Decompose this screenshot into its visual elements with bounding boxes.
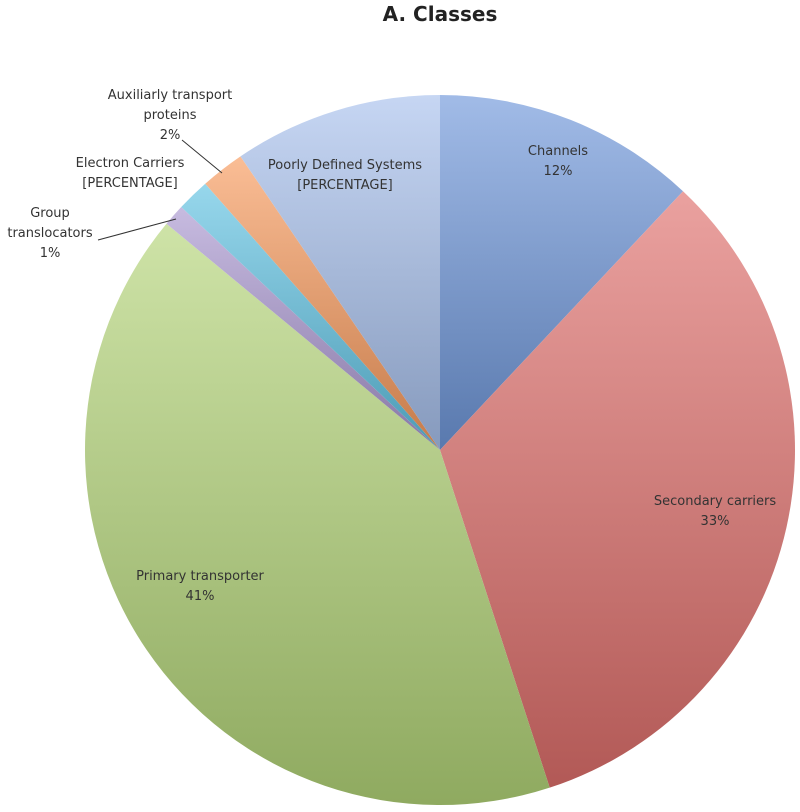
category-label: Electron Carriers [75, 156, 185, 171]
category-label: Group translocators [7, 206, 93, 241]
value-label: 33% [700, 514, 730, 529]
value-label: 1% [39, 246, 61, 261]
value-label: 2% [159, 128, 181, 143]
pie-slice [440, 191, 796, 788]
category-label: Auxiliarly transport proteins [107, 88, 233, 123]
value-label: 12% [543, 164, 573, 179]
pie-slice [84, 223, 550, 805]
pie-slice [181, 183, 441, 450]
leader-line [181, 139, 223, 174]
pie-slice [166, 206, 440, 450]
pie-slice [240, 95, 440, 450]
slice-label: Channels 12% [498, 142, 618, 182]
category-label: Primary transporter [136, 569, 264, 584]
pie-slice [205, 156, 440, 450]
category-label: Poorly Defined Systems [267, 158, 423, 173]
value-label: 41% [185, 589, 215, 604]
leader-line [97, 218, 177, 241]
slice-label: Poorly Defined Systems [PERCENTAGE] [235, 156, 455, 196]
value-label: [PERCENTAGE] [82, 176, 178, 191]
pie-slice [440, 95, 684, 450]
slice-label: Auxiliarly transport proteins 2% [90, 86, 250, 146]
category-label: Channels [527, 144, 589, 159]
slice-label: Group translocators 1% [0, 204, 100, 264]
category-label: Secondary carriers [653, 494, 777, 509]
chart-title: A. Classes [382, 2, 498, 26]
value-label: [PERCENTAGE] [297, 178, 393, 193]
slice-label: Primary transporter 41% [100, 567, 300, 607]
slice-label: Secondary carriers 33% [635, 492, 795, 532]
slice-label: Electron Carriers [PERCENTAGE] [60, 154, 200, 194]
